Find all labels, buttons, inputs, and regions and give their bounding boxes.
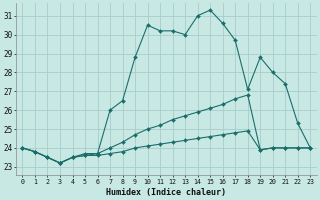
X-axis label: Humidex (Indice chaleur): Humidex (Indice chaleur)	[106, 188, 226, 197]
